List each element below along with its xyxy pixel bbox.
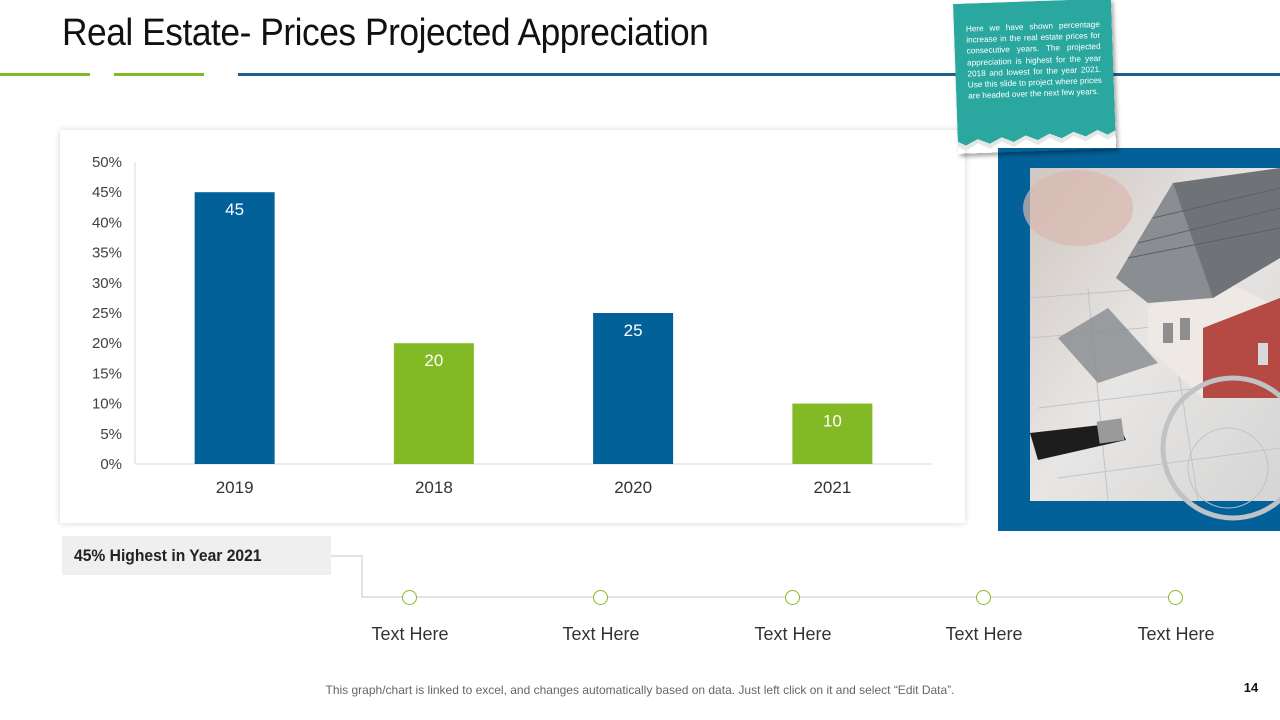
y-tick-label: 30% — [92, 275, 122, 292]
timeline-dot-2 — [593, 590, 608, 605]
bars-group: 45 20 25 10 — [194, 192, 873, 464]
category-label-2020: 2020 — [614, 478, 652, 497]
timeline-label-2: Text Here — [562, 624, 640, 644]
timeline-label-1: Text Here — [371, 624, 449, 644]
data-label-2020: 25 — [624, 321, 643, 340]
y-axis-ticks: 0% 5% 10% 15% 20% 25% 30% 35% 40% 45% 50% — [92, 154, 122, 473]
y-tick-label: 15% — [92, 365, 122, 382]
page-number: 14 — [1243, 680, 1259, 695]
title-rule-blue — [238, 73, 1280, 76]
footer-note: This graph/chart is linked to excel, and… — [325, 683, 955, 697]
highlight-text: 45% Highest in Year 2021 — [74, 546, 262, 565]
timeline-dot-1 — [402, 590, 417, 605]
y-tick-label: 25% — [92, 305, 122, 322]
bar-2021[interactable] — [792, 403, 873, 464]
house-photo-frame — [998, 148, 1280, 531]
y-tick-label: 0% — [100, 456, 122, 473]
torn-paper-shape — [953, 0, 1116, 151]
house-model-photo-icon — [998, 148, 1280, 531]
data-label-2021: 10 — [823, 412, 842, 431]
data-label-2018: 20 — [424, 351, 443, 370]
category-label-2021: 2021 — [813, 478, 851, 497]
data-label-2019: 45 — [225, 200, 244, 219]
y-tick-label: 50% — [92, 154, 122, 171]
y-tick-label: 35% — [92, 245, 122, 262]
y-tick-label: 10% — [92, 396, 122, 413]
bar-2020[interactable] — [593, 313, 674, 464]
bar-chart[interactable]: 0% 5% 10% 15% 20% 25% 30% 35% 40% 45% 50% 45 20 25 10… — [60, 130, 965, 523]
category-label-2019: 2019 — [216, 478, 254, 497]
chart-card[interactable]: 0% 5% 10% 15% 20% 25% 30% 35% 40% 45% 50% 45 20 25 10… — [60, 130, 965, 523]
y-tick-label: 20% — [92, 335, 122, 352]
bar-2019[interactable] — [194, 192, 275, 464]
category-labels: 2019 2018 2020 2021 — [216, 478, 852, 497]
title-rule-green-left — [0, 73, 90, 76]
timeline-dot-4 — [976, 590, 991, 605]
timeline-label-5: Text Here — [1137, 624, 1215, 644]
page-title: Real Estate- Prices Projected Appreciati… — [62, 12, 709, 54]
note-text: Here we have shown percentage increase i… — [965, 19, 1102, 101]
category-label-2018: 2018 — [415, 478, 453, 497]
highlight-box: 45% Highest in Year 2021 — [62, 536, 331, 575]
y-tick-label: 40% — [92, 214, 122, 231]
y-tick-label: 5% — [100, 426, 122, 443]
note-card: Here we have shown percentage increase i… — [953, 0, 1116, 154]
y-tick-label: 45% — [92, 184, 122, 201]
timeline-dot-3 — [785, 590, 800, 605]
title-rule-green-mid — [114, 73, 204, 76]
bar-2018[interactable] — [393, 343, 474, 464]
timeline-dot-5 — [1168, 590, 1183, 605]
timeline-label-3: Text Here — [754, 624, 832, 644]
timeline-label-4: Text Here — [945, 624, 1023, 644]
